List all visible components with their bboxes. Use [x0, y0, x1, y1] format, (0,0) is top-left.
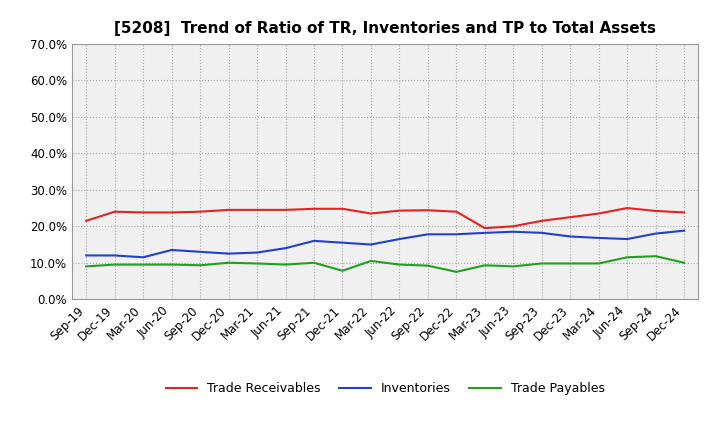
Trade Payables [253, 261, 261, 266]
Trade Payables [423, 263, 432, 268]
Line: Inventories: Inventories [86, 231, 684, 257]
Trade Receivables [196, 209, 204, 214]
Trade Payables [196, 263, 204, 268]
Inventories [395, 236, 404, 242]
Inventories [537, 230, 546, 235]
Line: Trade Receivables: Trade Receivables [86, 208, 684, 228]
Inventories [82, 253, 91, 258]
Trade Payables [366, 258, 375, 264]
Inventories [595, 235, 603, 241]
Trade Payables [509, 264, 518, 269]
Trade Receivables [310, 206, 318, 212]
Trade Payables [338, 268, 347, 273]
Trade Payables [680, 260, 688, 265]
Inventories [623, 236, 631, 242]
Inventories [423, 232, 432, 237]
Inventories [652, 231, 660, 236]
Inventories [110, 253, 119, 258]
Trade Payables [139, 262, 148, 267]
Trade Receivables [167, 210, 176, 215]
Trade Receivables [366, 211, 375, 216]
Trade Payables [395, 262, 404, 267]
Line: Trade Payables: Trade Payables [86, 256, 684, 272]
Inventories [253, 250, 261, 255]
Title: [5208]  Trend of Ratio of TR, Inventories and TP to Total Assets: [5208] Trend of Ratio of TR, Inventories… [114, 21, 656, 36]
Inventories [167, 247, 176, 253]
Trade Receivables [595, 211, 603, 216]
Trade Receivables [480, 225, 489, 231]
Inventories [566, 234, 575, 239]
Trade Receivables [282, 207, 290, 213]
Inventories [282, 246, 290, 251]
Inventories [139, 255, 148, 260]
Trade Receivables [623, 205, 631, 211]
Trade Payables [566, 261, 575, 266]
Trade Receivables [509, 224, 518, 229]
Trade Payables [623, 255, 631, 260]
Trade Payables [480, 263, 489, 268]
Trade Receivables [680, 210, 688, 215]
Trade Receivables [110, 209, 119, 214]
Trade Receivables [537, 218, 546, 224]
Trade Receivables [452, 209, 461, 214]
Trade Payables [452, 269, 461, 275]
Trade Payables [310, 260, 318, 265]
Inventories [480, 230, 489, 235]
Inventories [680, 228, 688, 233]
Trade Receivables [253, 207, 261, 213]
Inventories [225, 251, 233, 256]
Trade Receivables [395, 208, 404, 213]
Inventories [196, 249, 204, 254]
Trade Receivables [566, 215, 575, 220]
Trade Payables [82, 264, 91, 269]
Inventories [338, 240, 347, 246]
Inventories [366, 242, 375, 247]
Legend: Trade Receivables, Inventories, Trade Payables: Trade Receivables, Inventories, Trade Pa… [161, 377, 610, 400]
Trade Payables [595, 261, 603, 266]
Inventories [509, 229, 518, 235]
Trade Payables [225, 260, 233, 265]
Trade Receivables [82, 218, 91, 224]
Trade Payables [652, 253, 660, 259]
Trade Receivables [338, 206, 347, 212]
Trade Receivables [225, 207, 233, 213]
Inventories [310, 238, 318, 243]
Inventories [452, 232, 461, 237]
Trade Receivables [652, 208, 660, 213]
Trade Payables [167, 262, 176, 267]
Trade Receivables [423, 208, 432, 213]
Trade Receivables [139, 210, 148, 215]
Trade Payables [537, 261, 546, 266]
Trade Payables [282, 262, 290, 267]
Trade Payables [110, 262, 119, 267]
